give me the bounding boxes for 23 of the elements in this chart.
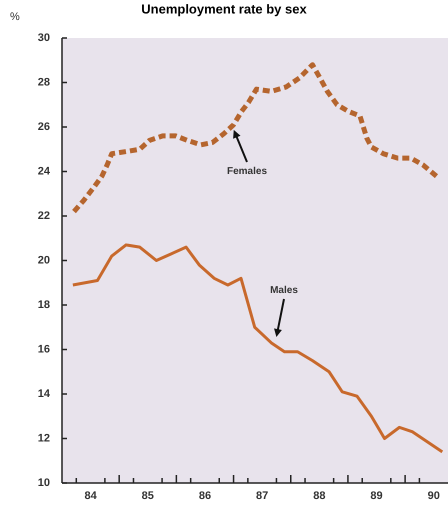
- x-tick-label: 84: [84, 490, 98, 502]
- y-tick-label: 22: [38, 210, 50, 222]
- annotation: Males: [270, 285, 298, 296]
- annotation: Females: [226, 166, 268, 177]
- y-tick-label: 20: [38, 254, 50, 266]
- y-tick-label: 16: [38, 343, 50, 356]
- x-tick-label: 90: [428, 490, 440, 502]
- y-tick-label: 26: [38, 120, 50, 133]
- y-tick-label: 28: [38, 76, 50, 88]
- line-series: [71, 243, 444, 454]
- chart-title: Unemployment rate by sex: [141, 2, 308, 17]
- x-tick-label: 86: [198, 490, 212, 502]
- y-tick-label: 18: [38, 298, 50, 311]
- y-tick-label: 30: [38, 32, 50, 44]
- y-tick-label: 14: [38, 388, 51, 400]
- y-tick-label: 12: [38, 432, 50, 444]
- y-tick-label: 10: [38, 476, 50, 489]
- x-tick-label: 89: [370, 490, 383, 502]
- y-tick-label: 24: [38, 165, 51, 178]
- x-tick-label: 87: [256, 490, 268, 502]
- x-tick-label: 88: [313, 490, 326, 502]
- x-tick-label: 85: [142, 490, 154, 502]
- y-axis-title: %: [10, 11, 20, 23]
